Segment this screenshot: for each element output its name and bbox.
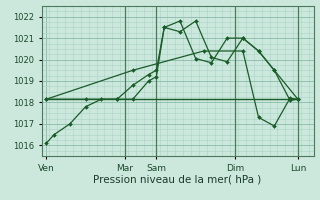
X-axis label: Pression niveau de la mer( hPa ): Pression niveau de la mer( hPa ) (93, 174, 262, 184)
